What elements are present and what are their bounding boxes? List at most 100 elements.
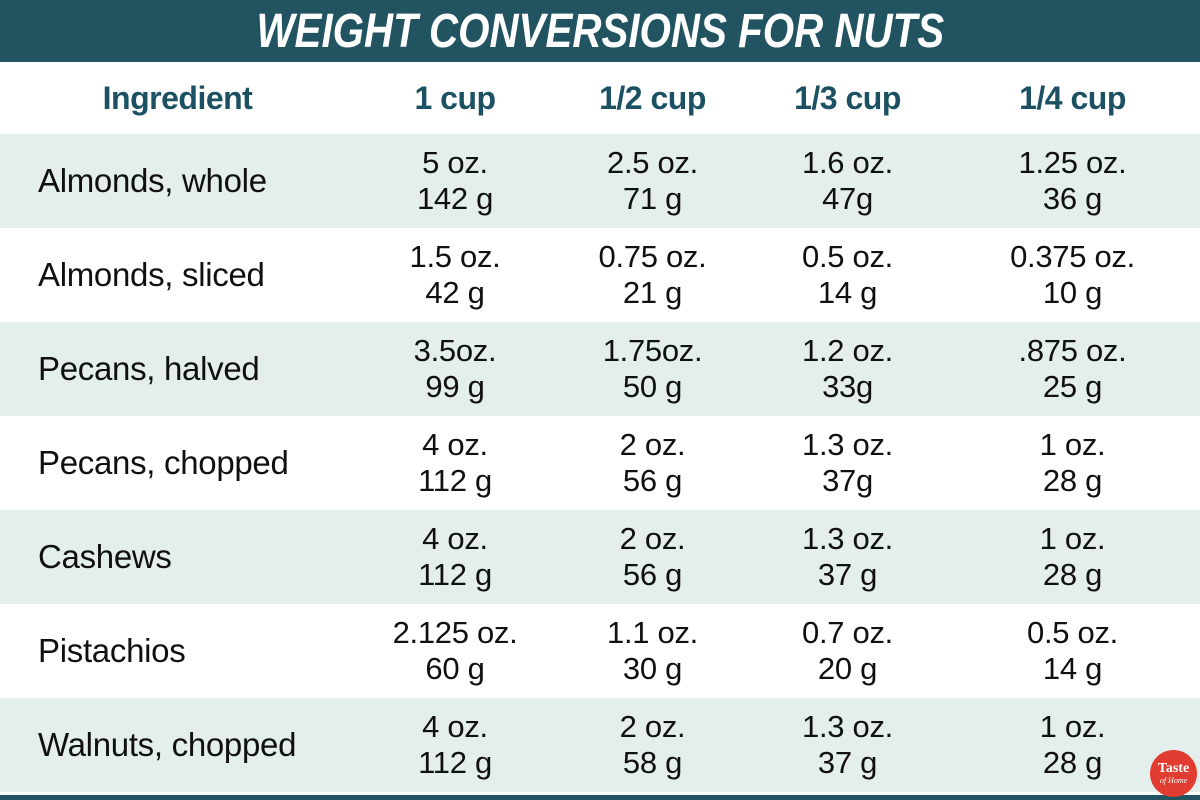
ounces-value: 1.6 oz. [802, 145, 893, 181]
ounces-value: 0.7 oz. [802, 615, 893, 651]
value-cell: 1.5 oz. 42 g [355, 239, 555, 311]
bottom-accent-bar [0, 795, 1200, 800]
grams-value: 112 g [418, 557, 492, 592]
table-rows: Almonds, whole 5 oz. 142 g 2.5 oz. 71 g 1.6 o… [0, 134, 1200, 792]
ingredient-cell: Pecans, halved [38, 350, 260, 387]
grams-value: 36 g [1042, 181, 1103, 216]
grams-value: 112 g [418, 745, 492, 780]
value-cell: 4 oz. 112 g [355, 709, 555, 781]
ounces-value: 4 oz. [422, 427, 488, 463]
ingredient-cell: Pistachios [38, 632, 186, 669]
grams-value: 25 g [1042, 369, 1103, 404]
column-header-half-cup: 1/2 cup [599, 79, 706, 116]
grams-value: 21 g [622, 275, 683, 310]
grams-value: 10 g [1042, 275, 1103, 310]
grams-value: 30 g [622, 651, 683, 686]
ounces-value: 2 oz. [619, 709, 686, 745]
title-band: WEIGHT CONVERSIONS FOR NUTS [0, 0, 1200, 62]
logo-text-line2: of Home [1159, 776, 1188, 785]
grams-value: 28 g [1042, 463, 1103, 498]
grams-value: 142 g [416, 181, 494, 216]
grams-value: 42 g [425, 275, 485, 310]
column-header-third-cup: 1/3 cup [794, 79, 901, 116]
ounces-value: 1.3 oz. [802, 709, 893, 745]
value-cell: 2.125 oz. 60 g [355, 615, 555, 687]
ounces-value: 1 oz. [1039, 427, 1106, 463]
value-cell: 0.7 oz. 20 g [750, 615, 945, 687]
ingredient-cell: Almonds, sliced [38, 256, 265, 293]
value-cell: 1 oz. 28 g [945, 521, 1200, 593]
taste-of-home-logo: Taste of Home [1150, 750, 1197, 797]
ingredient-cell: Cashews [38, 538, 172, 575]
value-cell: 1 oz. 28 g [945, 709, 1200, 781]
grams-value: 112 g [418, 463, 492, 498]
ounces-value: 1 oz. [1039, 709, 1106, 745]
value-cell: 0.5 oz. 14 g [945, 615, 1200, 687]
value-cell: 2 oz. 56 g [555, 427, 750, 499]
value-cell: 1.6 oz. 47g [750, 145, 945, 217]
value-cell: 0.5 oz. 14 g [750, 239, 945, 311]
column-header-ingredient: Ingredient [102, 79, 253, 116]
page-title: WEIGHT CONVERSIONS FOR NUTS [256, 4, 944, 58]
value-cell: 1 oz. 28 g [945, 427, 1200, 499]
ounces-value: 0.5 oz. [1027, 615, 1118, 651]
ounces-value: 3.5oz. [413, 333, 497, 369]
table-row: Pecans, halved 3.5oz. 99 g 1.75oz. 50 g 1.2 o… [0, 322, 1200, 416]
logo-text-line1: Taste [1157, 761, 1190, 776]
table-row: Pistachios 2.125 oz. 60 g 1.1 oz. 30 g 0.7 oz… [0, 604, 1200, 698]
grams-value: 20 g [817, 651, 878, 686]
value-cell: 1.3 oz. 37 g [750, 709, 945, 781]
ounces-value: 2.125 oz. [392, 615, 518, 651]
ounces-value: 2 oz. [619, 521, 686, 557]
value-cell: 1.3 oz. 37g [750, 427, 945, 499]
ounces-value: 2.5 oz. [607, 145, 698, 181]
ingredient-cell: Walnuts, chopped [38, 726, 297, 763]
value-cell: 2 oz. 58 g [555, 709, 750, 781]
ounces-value: .875 oz. [1018, 333, 1127, 369]
ounces-value: 0.75 oz. [598, 239, 707, 275]
ounces-value: 4 oz. [422, 521, 488, 557]
column-header-quarter-cup: 1/4 cup [1019, 79, 1126, 116]
grams-value: 47g [822, 181, 873, 216]
grams-value: 28 g [1042, 745, 1103, 780]
value-cell: 1.1 oz. 30 g [555, 615, 750, 687]
value-cell: 1.25 oz. 36 g [945, 145, 1200, 217]
grams-value: 37g [822, 463, 873, 498]
ingredient-cell: Pecans, chopped [38, 444, 289, 481]
value-cell: 3.5oz. 99 g [355, 333, 555, 405]
ounces-value: 1.2 oz. [802, 333, 893, 369]
value-cell: 1.3 oz. 37 g [750, 521, 945, 593]
value-cell: 5 oz. 142 g [355, 145, 555, 217]
grams-value: 28 g [1042, 557, 1103, 592]
value-cell: 0.75 oz. 21 g [555, 239, 750, 311]
value-cell: 2 oz. 56 g [555, 521, 750, 593]
table-row: Almonds, whole 5 oz. 142 g 2.5 oz. 71 g 1.6 o… [0, 134, 1200, 228]
value-cell: 4 oz. 112 g [355, 521, 555, 593]
ounces-value: 0.5 oz. [802, 239, 893, 275]
grams-value: 99 g [425, 369, 485, 404]
ingredient-cell: Almonds, whole [38, 162, 267, 199]
ounces-value: 1.3 oz. [802, 521, 893, 557]
value-cell: 4 oz. 112 g [355, 427, 555, 499]
grams-value: 58 g [622, 745, 683, 780]
column-header-1-cup: 1 cup [414, 79, 496, 116]
ounces-value: 1.25 oz. [1018, 145, 1127, 181]
grams-value: 37 g [817, 557, 878, 592]
ounces-value: 1.1 oz. [607, 615, 698, 651]
grams-value: 37 g [817, 745, 878, 780]
ounces-value: 1 oz. [1039, 521, 1106, 557]
grams-value: 56 g [622, 557, 683, 592]
ounces-value: 2 oz. [619, 427, 686, 463]
ounces-value: 1.5 oz. [409, 239, 501, 275]
table-row: Almonds, sliced 1.5 oz. 42 g 0.75 oz. 21 g 0.… [0, 228, 1200, 322]
ounces-value: 1.75oz. [602, 333, 703, 369]
ounces-value: 1.3 oz. [802, 427, 893, 463]
ounces-value: 5 oz. [422, 145, 488, 181]
grams-value: 14 g [1042, 651, 1103, 686]
grams-value: 71 g [622, 181, 683, 216]
grams-value: 60 g [425, 651, 485, 686]
